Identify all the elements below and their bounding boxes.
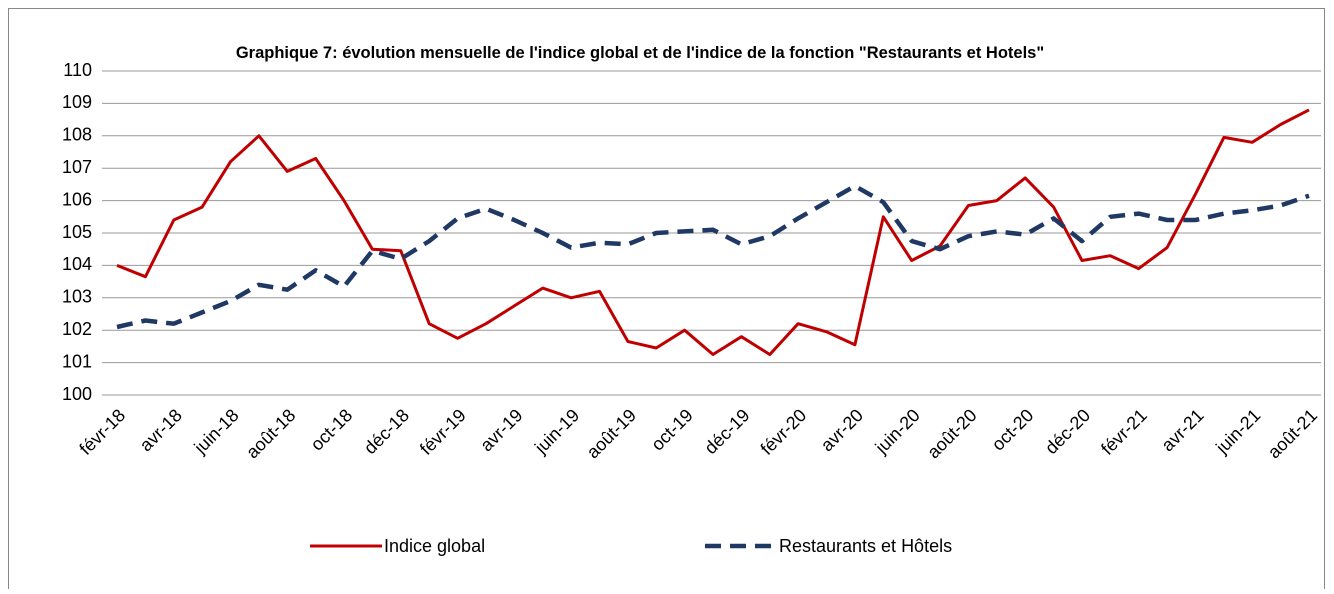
x-tick-label: févr-21	[1097, 405, 1151, 459]
y-tick-label: 104	[62, 254, 92, 274]
y-tick-label: 107	[62, 157, 92, 177]
x-tick-label: déc-18	[360, 405, 413, 458]
x-tick-label: août-21	[1264, 405, 1321, 462]
x-tick-label: avr-19	[476, 405, 526, 455]
y-tick-label: 109	[62, 92, 92, 112]
x-tick-label: août-20	[923, 405, 980, 462]
y-tick-label: 101	[62, 351, 92, 371]
x-tick-label: févr-19	[416, 405, 470, 459]
series-line	[116, 108, 1310, 356]
y-tick-label: 110	[63, 60, 92, 80]
x-tick-label: août-19	[583, 405, 640, 462]
x-tick-label: oct-20	[988, 405, 1038, 455]
y-tick-label: 106	[62, 189, 92, 209]
y-tick-label: 108	[62, 125, 92, 145]
y-tick-label: 102	[62, 319, 92, 339]
x-tick-label: juin-21	[1211, 405, 1264, 458]
y-tick-label: 105	[62, 222, 92, 242]
x-tick-label: févr-20	[757, 405, 811, 459]
x-tick-label: avr-18	[136, 405, 186, 455]
chart-title: Graphique 7: évolution mensuelle de l'in…	[235, 44, 1045, 62]
series-line	[116, 183, 1310, 330]
x-tick-label: juin-20	[871, 405, 924, 458]
y-tick-label: 103	[62, 287, 92, 307]
x-tick-label: juin-19	[530, 405, 583, 458]
x-tick-label: août-18	[242, 405, 299, 462]
legend-label: Restaurants et Hôtels	[779, 536, 952, 556]
x-tick-label: avr-21	[1157, 405, 1207, 455]
x-tick-label: oct-19	[647, 405, 697, 455]
legend-label: Indice global	[384, 536, 485, 556]
x-tick-label: avr-20	[817, 405, 867, 455]
x-tick-label: juin-18	[190, 405, 243, 458]
x-tick-label: déc-19	[701, 405, 754, 458]
x-tick-label: oct-18	[307, 405, 357, 455]
chart-frame	[8, 8, 1325, 594]
x-tick-label: déc-20	[1041, 405, 1094, 458]
x-tick-label: févr-18	[75, 405, 129, 459]
y-tick-label: 100	[62, 384, 92, 404]
